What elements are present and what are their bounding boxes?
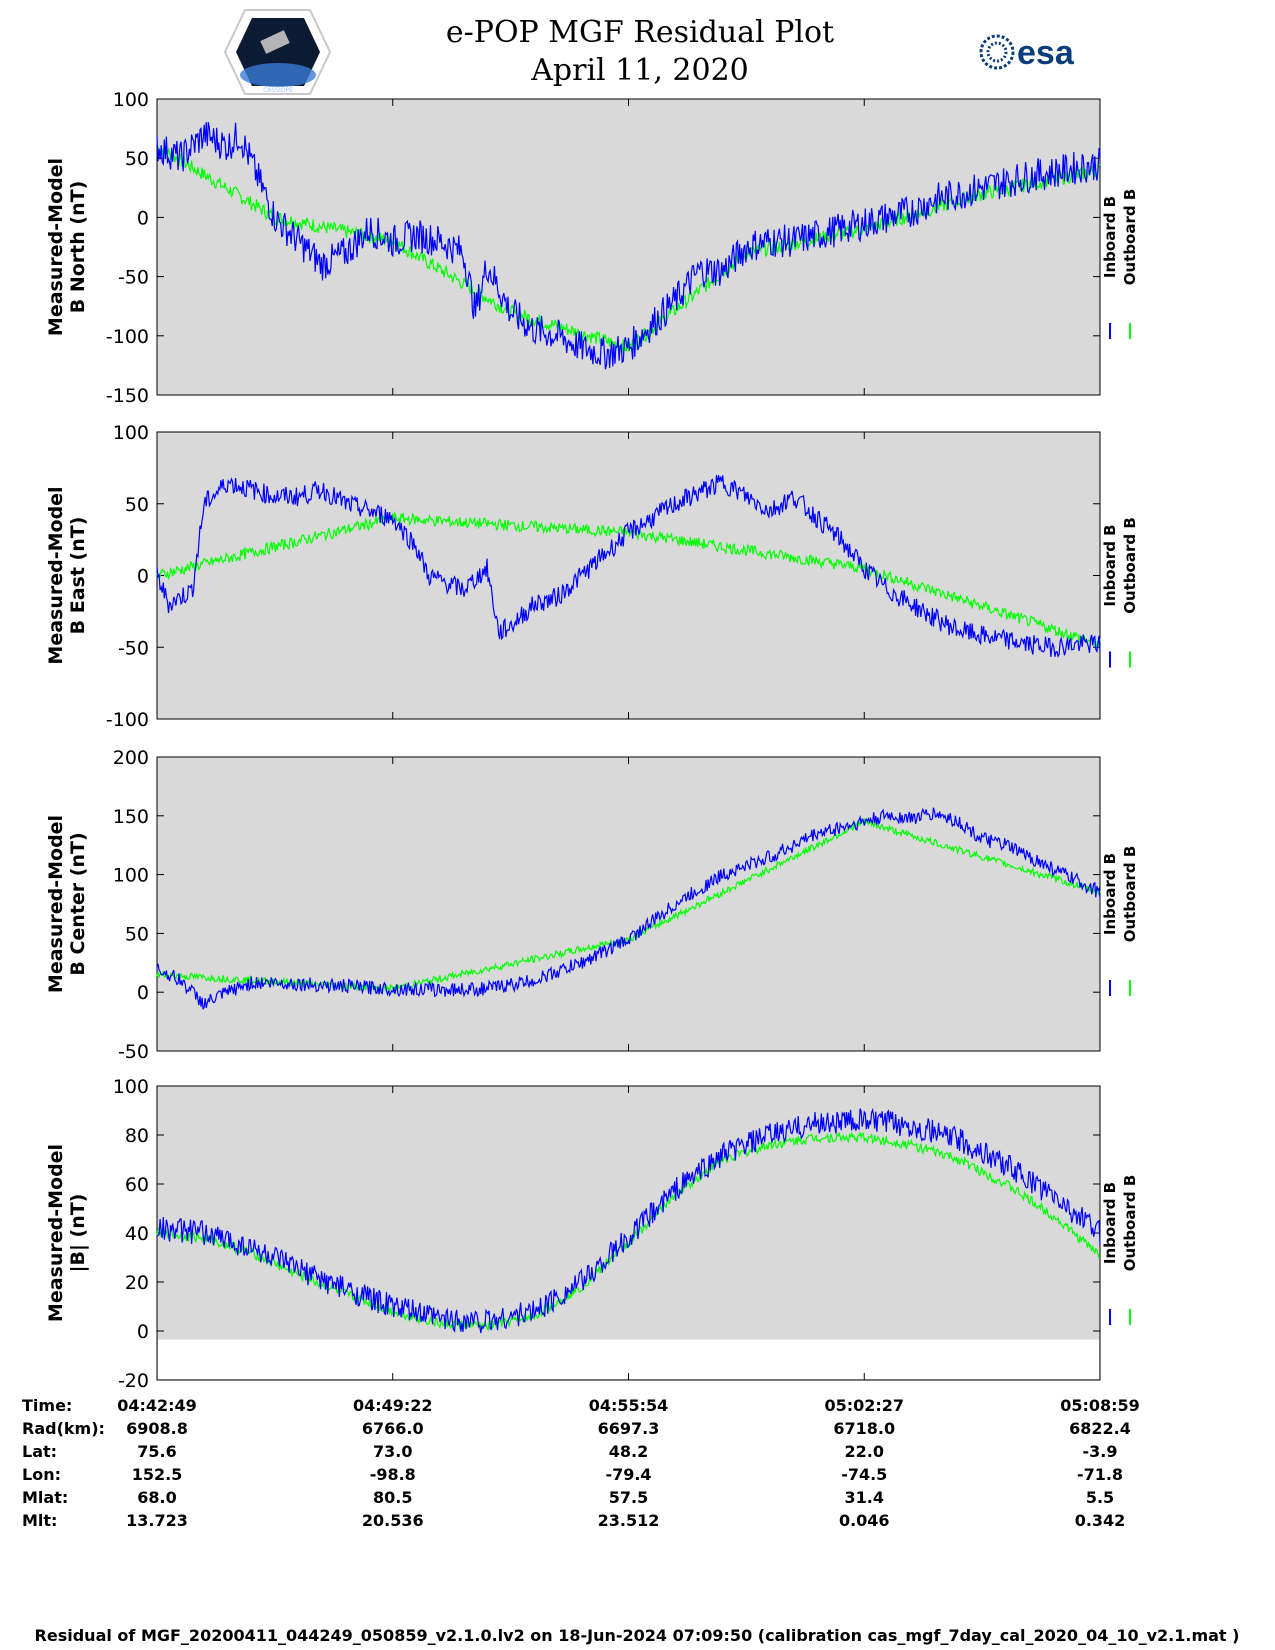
orbit-value-rad: 6697.3 [598,1419,660,1438]
orbit-table: Time: Rad(km): Lat: Lon: Mlat: Mlt: 04:42:49 69… [22,1396,1140,1530]
orbit-row-label: Mlat: [22,1488,68,1507]
y-tick-label: -50 [118,267,149,289]
orbit-row-label: Rad(km): [22,1419,105,1438]
y-tick-label: 100 [113,865,149,887]
orbit-value-lat: 22.0 [845,1442,884,1461]
footer-caption: Residual of MGF_20200411_044249_050859_v… [35,1626,1240,1645]
y-tick-label: 100 [113,422,149,444]
orbit-row-label: Time: [22,1396,72,1415]
panel-east: 100 50 0 -50 -100 Measured-ModelB East (nT) In… [45,422,1139,731]
orbit-value-mlat: 31.4 [845,1488,884,1507]
cassiope-logo: CASSIOPE [223,9,332,95]
series-inboard [156,122,1101,370]
plot-area [156,756,1101,1052]
y-tick-label: -50 [118,1041,149,1063]
orbit-value-mlt: 13.723 [126,1511,188,1530]
y-tick-label: -20 [118,1370,149,1392]
y-tick-label: -100 [106,709,149,731]
plot-area [156,431,1101,720]
y-tick-label: 100 [113,89,149,111]
orbit-value-lat: 75.6 [137,1442,176,1461]
panel-center: 200 150 100 50 0 -50 Measured-ModelB Center (n… [45,747,1139,1063]
y-tick-label: 60 [125,1174,149,1196]
orbit-value-rad: 6766.0 [362,1419,424,1438]
y-tick-label: -150 [106,385,149,407]
series-inboard [156,1107,1101,1334]
orbit-row-label: Lon: [22,1465,61,1484]
orbit-value-lat: 48.2 [609,1442,648,1461]
legend-inboard-label: Inboard B [1101,196,1119,278]
legend-inboard-label: Inboard B [1101,1182,1119,1264]
y-tick-label: 0 [137,207,149,229]
orbit-row-label: Lat: [22,1442,57,1461]
orbit-value-time: 04:42:49 [117,1396,197,1415]
orbit-row-label: Mlt: [22,1511,57,1530]
y-tick-label: 50 [125,923,149,945]
y-axis-label: Measured-Model|B| (nT) [45,1144,89,1322]
y-tick-label: 100 [113,1076,149,1098]
y-tick-label: 0 [137,1321,149,1343]
y-tick-label: 20 [125,1272,149,1294]
plot-area [156,1085,1101,1381]
orbit-value-lon: -79.4 [605,1465,651,1484]
panels: 100 50 0 -50 -100 -150 Measured-ModelB North (… [45,89,1139,1392]
orbit-value-lon: -74.5 [841,1465,887,1484]
orbit-value-mlt: 0.342 [1075,1511,1126,1530]
y-tick-label: 150 [113,806,149,828]
orbit-value-rad: 6718.0 [833,1419,895,1438]
cassiope-logo-caption: CASSIOPE [263,87,293,94]
panel-total: 100 80 60 40 20 0 -20 Measured-Model|B| (nT) Inb… [45,1076,1139,1392]
orbit-value-mlt: 23.512 [598,1511,660,1530]
orbit-value-rad: 6908.8 [126,1419,188,1438]
orbit-value-lon: -71.8 [1077,1465,1123,1484]
orbit-value-rad: 6822.4 [1069,1419,1131,1438]
y-axis-label: Measured-ModelB Center (nT) [45,815,89,993]
legend-outboard-label: Outboard B [1121,517,1139,614]
esa-logo-text: esa [1017,34,1075,72]
orbit-value-mlat: 57.5 [609,1488,648,1507]
y-tick-label: -100 [106,326,149,348]
orbit-value-mlat: 5.5 [1086,1488,1114,1507]
y-tick-label: 80 [125,1125,149,1147]
series-outboard [156,1131,1101,1332]
y-tick-label: 50 [125,148,149,170]
panel-north: 100 50 0 -50 -100 -150 Measured-ModelB North (… [45,89,1139,407]
orbit-value-lat: -3.9 [1083,1442,1118,1461]
orbit-value-mlt: 0.046 [839,1511,890,1530]
orbit-value-time: 04:55:54 [589,1396,669,1415]
series-inboard [156,474,1101,658]
series-inboard [156,807,1101,1010]
y-tick-label: 0 [137,566,149,588]
legend-outboard-label: Outboard B [1121,1175,1139,1272]
orbit-value-time: 05:08:59 [1060,1396,1140,1415]
esa-logo: esa [979,34,1075,72]
orbit-value-mlat: 68.0 [137,1488,176,1507]
orbit-value-lat: 73.0 [373,1442,412,1461]
legend-outboard-label: Outboard B [1121,189,1139,286]
legend-inboard-label: Inboard B [1101,524,1119,606]
y-tick-label: 40 [125,1223,149,1245]
y-tick-label: 0 [137,982,149,1004]
chart-title: e-POP MGF Residual Plot [446,15,834,50]
orbit-value-mlat: 80.5 [373,1488,412,1507]
y-axis-label: Measured-ModelB East (nT) [45,486,89,664]
chart-date: April 11, 2020 [530,53,749,88]
y-tick-label: -50 [118,637,149,659]
orbit-value-lon: 152.5 [132,1465,183,1484]
orbit-value-lon: -98.8 [370,1465,416,1484]
orbit-value-time: 04:49:22 [353,1396,433,1415]
plot-blank-strip [158,1339,1099,1379]
y-tick-label: 200 [113,747,149,769]
legend-inboard-label: Inboard B [1101,853,1119,935]
y-tick-label: 50 [125,494,149,516]
orbit-value-time: 05:02:27 [824,1396,904,1415]
orbit-value-mlt: 20.536 [362,1511,424,1530]
legend-outboard-label: Outboard B [1121,846,1139,943]
y-axis-label: Measured-ModelB North (nT) [45,158,89,336]
